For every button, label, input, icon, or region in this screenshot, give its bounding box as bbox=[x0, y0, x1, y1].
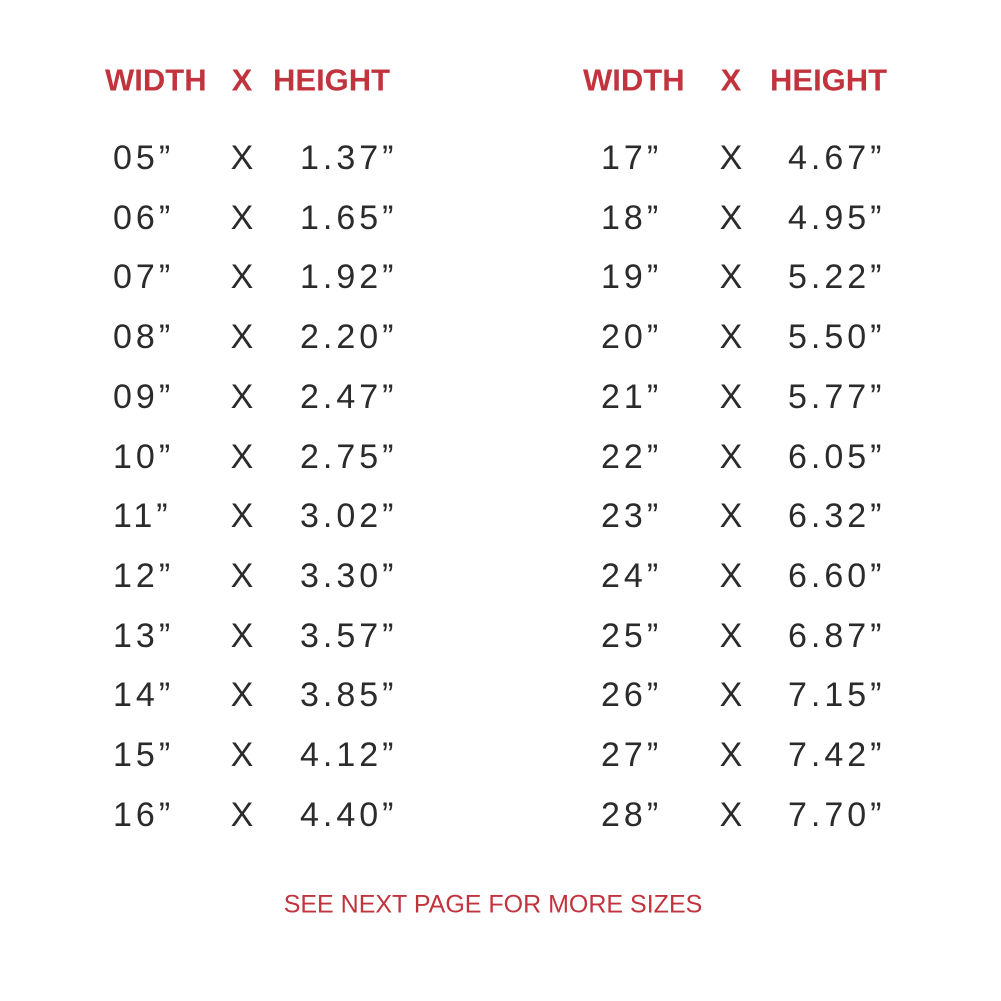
footer-note: SEE NEXT PAGE FOR MORE SIZES bbox=[283, 890, 703, 919]
table-cell: 2.75” bbox=[300, 437, 398, 476]
table-cell: 2.47” bbox=[300, 377, 398, 416]
table-cell: 11” bbox=[113, 497, 172, 536]
table-cell: 7.70” bbox=[788, 795, 886, 834]
table-cell: 08” bbox=[113, 318, 175, 357]
table-cell: X bbox=[230, 258, 258, 297]
table-cell: 5.22” bbox=[788, 258, 886, 297]
table-cell: 24” bbox=[601, 556, 663, 595]
table-cell: 1.92” bbox=[300, 258, 398, 297]
table-cell: 18” bbox=[601, 198, 663, 237]
table-cell: 12” bbox=[113, 556, 175, 595]
table-cell: 06” bbox=[113, 198, 175, 237]
column-header: HEIGHT bbox=[770, 62, 888, 98]
table-cell: X bbox=[719, 795, 747, 834]
table-cell: X bbox=[719, 377, 747, 416]
table-cell: 3.85” bbox=[300, 676, 398, 715]
table-cell: X bbox=[230, 736, 258, 774]
table-cell: X bbox=[230, 377, 258, 416]
table-cell: X bbox=[230, 198, 258, 237]
table-cell: 27” bbox=[601, 736, 663, 774]
table-cell: 13” bbox=[113, 616, 175, 655]
column-header: WIDTH bbox=[583, 62, 685, 98]
table-cell: 07” bbox=[113, 258, 175, 297]
table-cell: X bbox=[719, 437, 747, 476]
table-cell: 14” bbox=[113, 676, 175, 715]
table-cell: X bbox=[719, 318, 747, 357]
table-cell: X bbox=[719, 139, 747, 177]
table-cell: 6.05” bbox=[788, 437, 886, 476]
column-header: X bbox=[720, 62, 742, 98]
table-cell: 3.57” bbox=[300, 616, 398, 655]
table-cell: 25” bbox=[601, 616, 663, 655]
table-cell: 22” bbox=[601, 437, 663, 476]
table-cell: 3.02” bbox=[300, 497, 398, 536]
table-cell: 6.60” bbox=[788, 556, 886, 595]
table-cell: 28” bbox=[601, 795, 663, 834]
table-cell: 5.77” bbox=[788, 377, 886, 416]
table-cell: X bbox=[719, 198, 747, 237]
table-cell: X bbox=[719, 676, 747, 715]
table-cell: 15” bbox=[113, 736, 175, 774]
column-header: WIDTH bbox=[105, 62, 207, 98]
table-cell: 4.12” bbox=[300, 736, 398, 774]
table-cell: X bbox=[230, 497, 258, 536]
table-cell: 7.42” bbox=[788, 736, 886, 774]
table-cell: 1.65” bbox=[300, 198, 398, 237]
table-cell: X bbox=[230, 318, 258, 357]
table-cell: 7.15” bbox=[788, 676, 886, 715]
table-cell: 6.87” bbox=[788, 616, 886, 655]
table-cell: 23” bbox=[601, 497, 663, 536]
column-header: X bbox=[231, 62, 253, 98]
table-cell: X bbox=[719, 497, 747, 536]
table-cell: 6.32” bbox=[788, 497, 886, 536]
table-cell: 19” bbox=[601, 258, 663, 297]
table-cell: 1.37” bbox=[300, 139, 398, 177]
table-cell: X bbox=[719, 616, 747, 655]
table-cell: X bbox=[719, 736, 747, 774]
table-cell: X bbox=[230, 556, 258, 595]
table-cell: 4.95” bbox=[788, 198, 886, 237]
table-cell: X bbox=[230, 139, 258, 177]
table-cell: 2.20” bbox=[300, 318, 398, 357]
table-cell: X bbox=[230, 437, 258, 476]
table-cell: 5.50” bbox=[788, 318, 886, 357]
table-cell: 4.67” bbox=[788, 139, 886, 177]
table-cell: 3.30” bbox=[300, 556, 398, 595]
table-cell: X bbox=[719, 556, 747, 595]
column-header: HEIGHT bbox=[273, 62, 391, 98]
table-cell: X bbox=[230, 795, 258, 834]
table-cell: 05” bbox=[113, 139, 175, 177]
table-cell: 17” bbox=[601, 139, 663, 177]
table-cell: 26” bbox=[601, 676, 663, 715]
table-cell: X bbox=[230, 616, 258, 655]
table-cell: X bbox=[230, 676, 258, 715]
table-cell: 20” bbox=[601, 318, 663, 357]
table-cell: 16” bbox=[113, 795, 175, 834]
table-cell: 4.40” bbox=[300, 795, 398, 834]
table-cell: 10” bbox=[113, 437, 175, 476]
table-cell: X bbox=[719, 258, 747, 297]
table-cell: 09” bbox=[113, 377, 175, 416]
table-cell: 21” bbox=[601, 377, 663, 416]
